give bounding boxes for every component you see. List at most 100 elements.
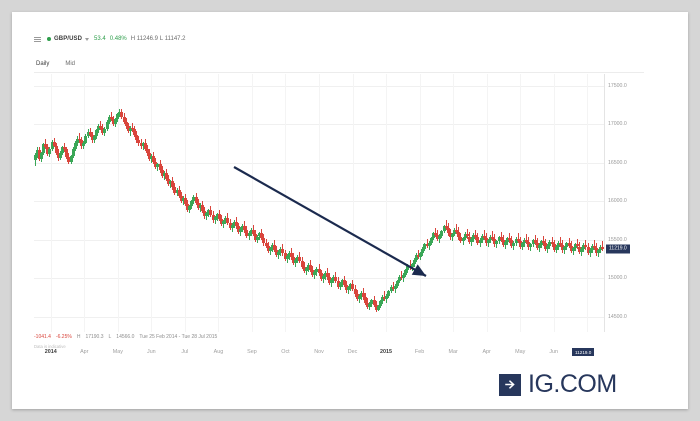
candle-body xyxy=(539,241,543,245)
candle-body xyxy=(230,224,234,229)
candle-body xyxy=(177,189,181,196)
candle-wick xyxy=(602,241,604,252)
candle-body xyxy=(54,145,58,153)
period-high-value: 17190.3 xyxy=(85,334,104,340)
candle-body xyxy=(44,144,48,148)
candle-body xyxy=(355,294,359,299)
x-axis-tick: Sep xyxy=(247,349,257,355)
candle-body xyxy=(529,244,533,248)
candle-body xyxy=(103,128,107,133)
candle-body xyxy=(567,243,571,246)
gridline-vertical xyxy=(151,74,153,332)
candle-body xyxy=(95,130,98,137)
tab-daily[interactable]: Daily xyxy=(36,61,50,67)
candle-series xyxy=(33,74,605,332)
candle-wick xyxy=(492,231,494,242)
price-change: 53.4 xyxy=(94,36,106,42)
candle-body xyxy=(50,141,54,149)
candle-body xyxy=(359,292,363,296)
candle-body xyxy=(374,305,378,310)
candle-body xyxy=(550,241,554,245)
market-open-dot-icon xyxy=(47,37,51,41)
candle-body xyxy=(120,111,124,118)
instrument-symbol[interactable]: GBP/USD xyxy=(54,36,83,42)
gridline-vertical xyxy=(486,74,488,332)
candlestick-plot[interactable] xyxy=(33,74,605,332)
candle-body xyxy=(478,239,482,243)
candle-body xyxy=(482,235,486,239)
candle-body xyxy=(548,241,552,246)
candle-body xyxy=(499,237,503,240)
chevron-down-icon[interactable] xyxy=(85,37,90,41)
candle-body xyxy=(438,235,442,239)
candle-body xyxy=(105,121,109,129)
x-axis-tick: Oct xyxy=(281,349,290,355)
arrow-right-glyph xyxy=(504,380,515,389)
y-axis-tick: 17500.0 xyxy=(608,82,627,89)
candle-body xyxy=(429,238,433,243)
candle-body xyxy=(205,213,209,217)
candle-body xyxy=(366,302,370,307)
candle-body xyxy=(88,131,92,135)
candle-body xyxy=(80,140,84,147)
candle-body xyxy=(459,237,463,242)
candle-wick xyxy=(79,133,81,143)
price-change-percent: 0.48% xyxy=(109,36,127,42)
x-axis-tick: 2014 xyxy=(44,349,57,355)
candle-body xyxy=(590,245,594,250)
candle-body xyxy=(158,164,162,171)
candle-body xyxy=(173,187,177,193)
candle-body xyxy=(82,142,86,147)
candle-body xyxy=(145,148,149,154)
candle-wick xyxy=(500,231,502,242)
candle-body xyxy=(69,156,73,162)
gridline-vertical xyxy=(553,74,555,332)
gridline-vertical xyxy=(453,74,455,332)
high-label: H xyxy=(130,36,136,42)
candle-body xyxy=(453,229,457,235)
x-axis-tick: 2015 xyxy=(380,349,393,355)
time-axis-badge: 11219.0 xyxy=(572,348,595,356)
candle-body xyxy=(207,210,211,214)
candle-body xyxy=(425,244,429,246)
candle-body xyxy=(395,281,399,286)
candle-wick xyxy=(45,139,47,149)
candle-body xyxy=(135,134,139,141)
candle-body xyxy=(463,234,467,239)
candle-body xyxy=(226,218,230,223)
x-axis-tick: Jun xyxy=(549,349,559,355)
gridline-vertical xyxy=(218,74,220,332)
y-axis-tick: 14500.0 xyxy=(608,313,627,320)
candle-body xyxy=(398,276,402,282)
candle-body xyxy=(353,288,357,295)
candle-body xyxy=(531,240,535,245)
hamburger-icon[interactable] xyxy=(34,36,41,42)
candle-body xyxy=(198,204,202,208)
candle-body xyxy=(569,245,573,252)
x-axis-tick: Nov xyxy=(314,349,324,355)
candle-wick xyxy=(568,238,570,249)
candle-body xyxy=(376,305,380,310)
candle-body xyxy=(556,242,560,247)
candle-wick xyxy=(100,120,102,131)
x-axis-tick: Dec xyxy=(347,349,358,355)
candle-body xyxy=(563,247,567,251)
brand-wordmark: IG.COM xyxy=(528,370,617,398)
candle-body xyxy=(501,239,505,245)
candle-body xyxy=(213,217,217,221)
candle-body xyxy=(493,238,497,245)
candle-body xyxy=(489,236,493,241)
candle-body xyxy=(381,296,385,302)
candle-wick xyxy=(64,142,66,152)
candle-body xyxy=(510,240,514,246)
candle-wick xyxy=(456,224,458,235)
candle-body xyxy=(58,152,62,158)
x-axis-tick: May xyxy=(515,349,526,355)
tab-mid[interactable]: Mid xyxy=(65,61,76,67)
candle-body xyxy=(131,127,135,130)
candle-body xyxy=(86,131,90,136)
candle-body xyxy=(578,246,582,252)
candle-wick xyxy=(475,229,477,240)
candle-body xyxy=(200,204,204,212)
